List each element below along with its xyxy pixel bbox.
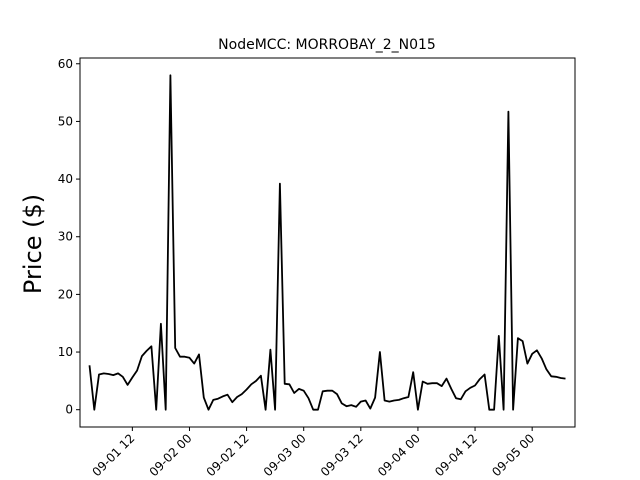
y-axis: 0 10 20 30 40 50 60 [58, 57, 80, 417]
chart-title: NodeMCC: MORROBAY_2_N015 [218, 37, 436, 53]
x-tick-label: 09-02 00 [147, 431, 195, 479]
x-tick-label: 09-03 12 [318, 431, 366, 479]
y-tick-label: 30 [58, 230, 73, 244]
x-tick-label: 09-04 00 [375, 431, 423, 479]
y-axis-label: Price ($) [19, 194, 47, 294]
plot-area [79, 57, 576, 428]
y-tick-label: 60 [58, 57, 73, 71]
y-tick-label: 40 [58, 172, 73, 186]
x-tick-label: 09-01 12 [89, 431, 137, 479]
y-tick-label: 50 [58, 114, 73, 128]
y-tick-label: 20 [58, 287, 73, 301]
x-tick-label: 09-05 00 [489, 431, 537, 479]
y-tick-label: 10 [58, 345, 73, 359]
x-axis: 09-01 12 09-02 00 09-02 12 09-03 00 09-03 12… [89, 427, 537, 479]
x-tick-label: 09-02 12 [204, 431, 252, 479]
x-tick-label: 09-04 12 [432, 431, 480, 479]
y-tick-label: 0 [65, 403, 73, 417]
x-tick-label: 09-03 00 [261, 431, 309, 479]
price-series-line [88, 74, 566, 411]
